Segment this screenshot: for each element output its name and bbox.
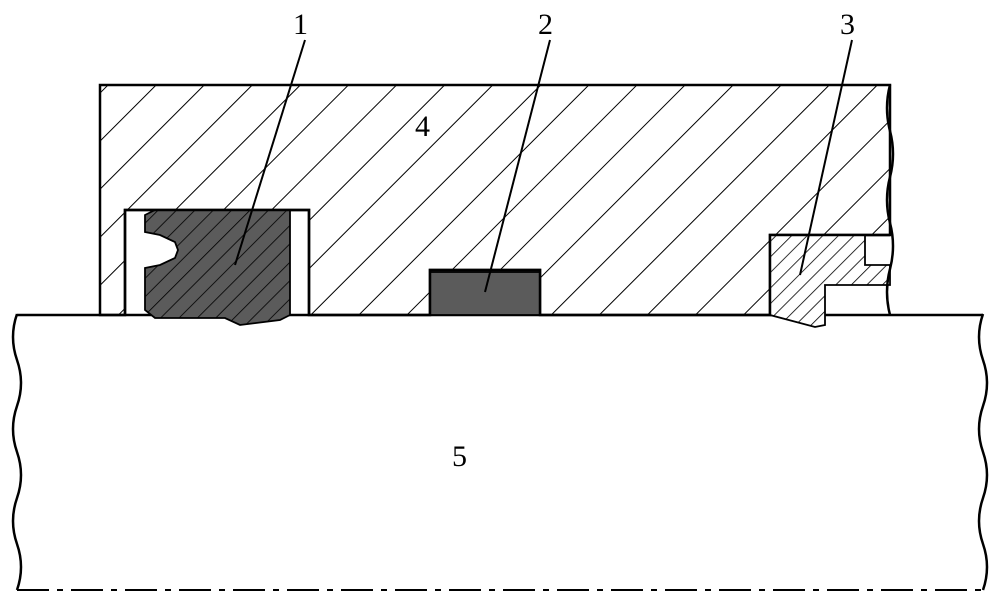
part-1-seal-hatch [145, 210, 290, 325]
part-3-wiper [770, 235, 890, 327]
part-2-wear-ring [430, 272, 540, 315]
callout-label-3: 3 [840, 8, 855, 42]
diagram-stage: 1 2 3 4 5 [0, 0, 1000, 613]
diagram-svg [0, 0, 1000, 613]
region-label-5: 5 [452, 440, 467, 474]
break-line-left [13, 314, 21, 590]
break-line-right [979, 314, 987, 590]
region-label-4: 4 [415, 110, 430, 144]
callout-label-1: 1 [293, 8, 308, 42]
callout-label-2: 2 [538, 8, 553, 42]
